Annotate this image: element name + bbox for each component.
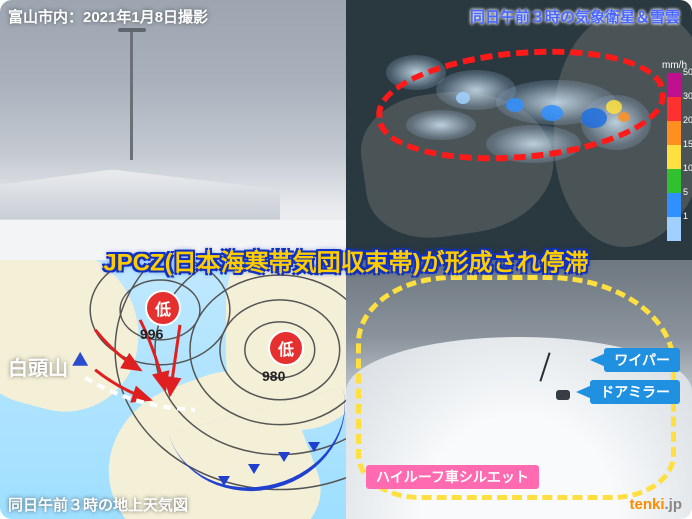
convergence-line <box>85 377 195 409</box>
colorbar-value: 50 <box>683 67 692 77</box>
colorbar-segment: 50 <box>667 73 681 97</box>
colorbar-segments: 503020151051 <box>667 73 681 241</box>
pressure-value: 980 <box>262 368 285 384</box>
callout-mirror: ドアミラー <box>590 380 680 404</box>
car-mirror <box>556 390 570 400</box>
snowy-roof <box>0 170 280 220</box>
headline-text: JPCZ(日本海寒帯気団収束帯)が形成され停滞 <box>103 242 588 277</box>
pressure-value: 996 <box>140 326 163 342</box>
low-pressure-badge: 低 <box>145 290 181 326</box>
panel-label-tr: 同日午前３時の気象衛星＆雪雲 <box>470 6 680 27</box>
cold-front-triangle-icon <box>248 464 260 474</box>
colorbar-value: 15 <box>683 139 692 149</box>
panel-buried-car: ワイパー ドアミラー ハイルーフ車シルエット <box>346 260 692 519</box>
colorbar-segment: 30 <box>667 97 681 121</box>
precip-colorbar: mm/h 503020151051 <box>662 60 686 241</box>
streetlight-pole <box>130 30 133 160</box>
colorbar-value: 1 <box>683 211 692 221</box>
wind-arrows <box>95 319 180 399</box>
callout-wiper: ワイパー <box>604 348 680 372</box>
panel-weather-chart: 白頭山 低996低980 同日午前３時の地上天気図 <box>0 260 346 519</box>
watermark-suffix: .jp <box>665 496 683 513</box>
cold-front-triangle-icon <box>308 442 320 452</box>
low-pressure-badge: 低 <box>268 330 304 366</box>
panel-photo-toyama: 富山市内：2021年1月8日撮影 <box>0 0 346 260</box>
watermark: tenki.jp <box>629 496 682 513</box>
weather-infographic: 富山市内：2021年1月8日撮影 同日午前３時の気象衛星＆雪雲 mm/h 503… <box>0 0 692 519</box>
cold-front-triangle-icon <box>218 476 230 486</box>
mountain-icon <box>72 351 88 365</box>
colorbar-segment: 10 <box>667 169 681 193</box>
watermark-brand: tenki <box>629 496 664 513</box>
panel-label-bl: 同日午前３時の地上天気図 <box>8 494 188 515</box>
colorbar-value: 5 <box>683 187 692 197</box>
colorbar-segment: 15 <box>667 145 681 169</box>
colorbar-segment: 1 <box>667 217 681 241</box>
colorbar-value: 10 <box>683 163 692 173</box>
colorbar-segment: 20 <box>667 121 681 145</box>
colorbar-value: 30 <box>683 91 692 101</box>
panel-label-tl: 富山市内：2021年1月8日撮影 <box>8 6 208 27</box>
colorbar-value: 20 <box>683 115 692 125</box>
streetlight-lamp <box>118 28 146 32</box>
callout-car-silhouette: ハイルーフ車シルエット <box>366 465 539 489</box>
colorbar-segment: 5 <box>667 193 681 217</box>
panel-satellite: 同日午前３時の気象衛星＆雪雲 mm/h 503020151051 <box>346 0 692 260</box>
mountain-label: 白頭山 <box>8 352 68 381</box>
cold-front-triangle-icon <box>278 452 290 462</box>
